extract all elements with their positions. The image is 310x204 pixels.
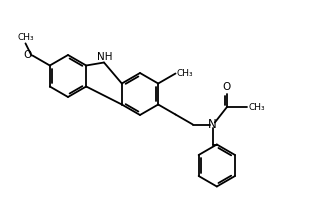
Text: NH: NH bbox=[97, 51, 113, 61]
Text: N: N bbox=[207, 118, 216, 131]
Text: CH₃: CH₃ bbox=[176, 69, 193, 78]
Text: CH₃: CH₃ bbox=[249, 103, 265, 112]
Text: O: O bbox=[23, 51, 32, 61]
Text: O: O bbox=[223, 82, 231, 92]
Text: CH₃: CH₃ bbox=[17, 33, 34, 42]
